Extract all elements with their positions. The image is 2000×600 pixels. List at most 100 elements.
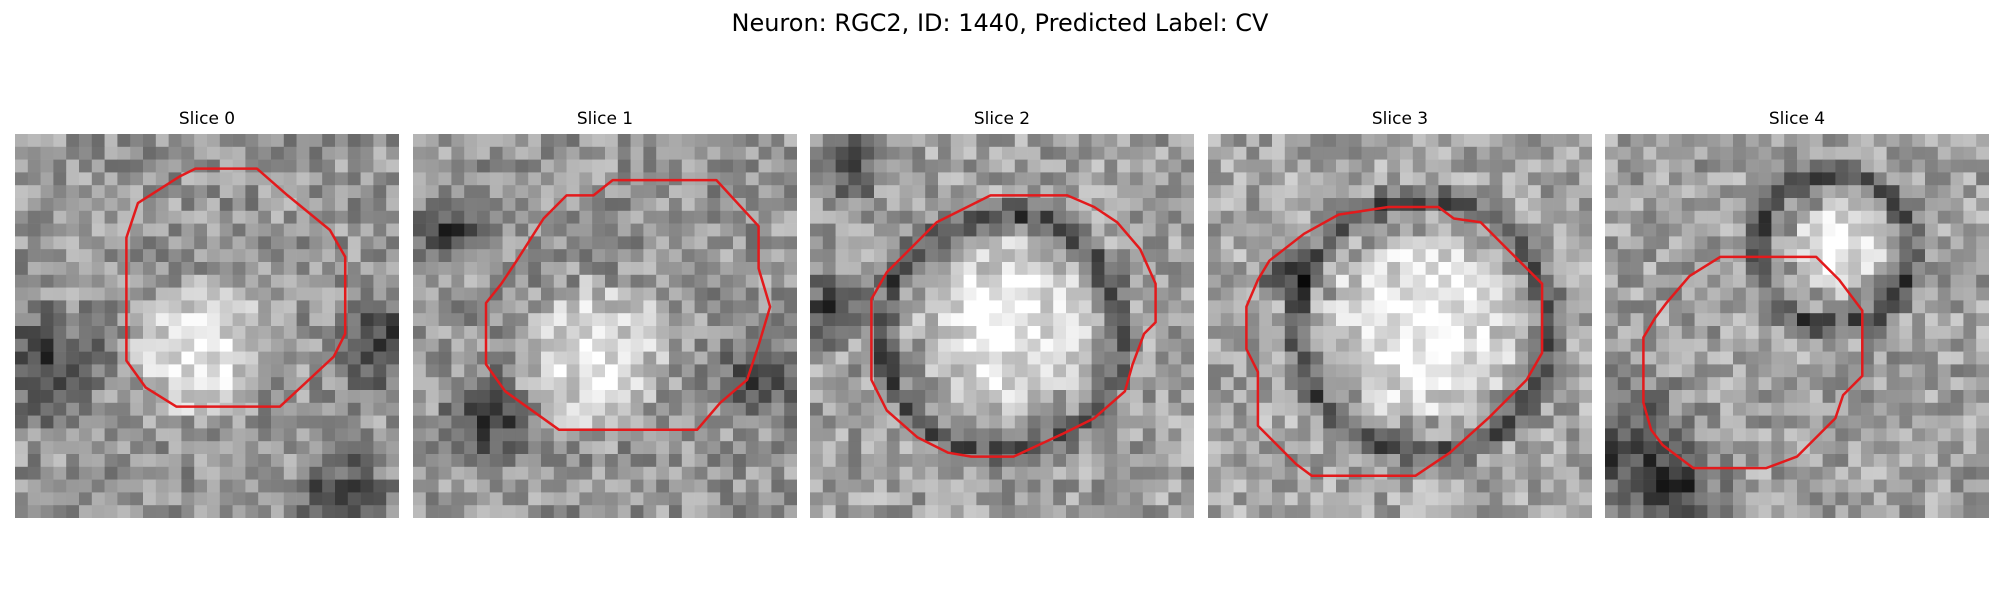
pixel-cell xyxy=(1797,287,1811,301)
pixel-cell xyxy=(1168,300,1182,314)
pixel-cell xyxy=(207,351,221,365)
pixel-cell xyxy=(1400,479,1414,493)
pixel-cell xyxy=(1617,454,1631,468)
pixel-cell xyxy=(1002,210,1016,224)
pixel-cell xyxy=(1707,146,1721,160)
pixel-cell xyxy=(541,441,555,455)
pixel-cell xyxy=(1027,210,1041,224)
pixel-cell xyxy=(1502,454,1516,468)
pixel-cell xyxy=(1053,249,1067,263)
pixel-cell xyxy=(168,223,182,237)
pixel-cell xyxy=(271,390,285,404)
pixel-cell xyxy=(784,338,797,352)
pixel-cell xyxy=(373,198,387,212)
pixel-cell xyxy=(1272,492,1286,506)
pixel-cell xyxy=(1553,159,1567,173)
pixel-cell xyxy=(1771,223,1785,237)
pixel-cell xyxy=(1886,146,1900,160)
pixel-cell xyxy=(373,249,387,263)
pixel-cell xyxy=(835,415,849,429)
pixel-cell xyxy=(861,454,875,468)
pixel-cell xyxy=(1566,236,1580,250)
pixel-cell xyxy=(745,492,759,506)
pixel-cell xyxy=(1745,146,1759,160)
pixel-cell xyxy=(283,479,297,493)
pixel-cell xyxy=(541,428,555,442)
pixel-cell xyxy=(886,326,900,340)
pixel-cell xyxy=(1451,236,1465,250)
pixel-cell xyxy=(1208,505,1222,518)
pixel-cell xyxy=(91,223,105,237)
pixel-cell xyxy=(1323,351,1337,365)
pixel-cell xyxy=(207,415,221,429)
pixel-cell xyxy=(27,415,41,429)
pixel-cell xyxy=(874,492,888,506)
pixel-cell xyxy=(771,300,785,314)
pixel-cell xyxy=(669,134,683,148)
pixel-cell xyxy=(1745,134,1759,148)
pixel-cell xyxy=(451,338,465,352)
pixel-cell xyxy=(451,146,465,160)
pixel-cell xyxy=(232,466,246,480)
pixel-cell xyxy=(1809,274,1823,288)
pixel-cell xyxy=(1489,249,1503,263)
pixel-cell xyxy=(155,198,169,212)
pixel-cell xyxy=(1630,390,1644,404)
pixel-cell xyxy=(810,479,824,493)
pixel-cell xyxy=(219,505,233,518)
pixel-cell xyxy=(1323,185,1337,199)
pixel-cell xyxy=(1181,172,1194,186)
pixel-cell xyxy=(1720,185,1734,199)
pixel-cell xyxy=(605,313,619,327)
pixel-cell xyxy=(1168,274,1182,288)
pixel-cell xyxy=(1540,338,1554,352)
pixel-cell xyxy=(1412,338,1426,352)
pixel-cell xyxy=(1950,249,1964,263)
pixel-cell xyxy=(66,402,80,416)
pixel-cell xyxy=(822,210,836,224)
pixel-cell xyxy=(1233,441,1247,455)
pixel-cell xyxy=(733,338,747,352)
pixel-cell xyxy=(1707,210,1721,224)
pixel-cell xyxy=(1937,146,1951,160)
pixel-cell xyxy=(283,159,297,173)
pixel-cell xyxy=(707,210,721,224)
pixel-cell xyxy=(425,326,439,340)
pixel-cell xyxy=(1720,326,1734,340)
pixel-cell xyxy=(1873,134,1887,148)
pixel-cell xyxy=(258,505,272,518)
pixel-cell xyxy=(694,287,708,301)
pixel-cell xyxy=(899,479,913,493)
pixel-cell xyxy=(1707,287,1721,301)
pixel-cell xyxy=(207,492,221,506)
pixel-cell xyxy=(181,249,195,263)
pixel-cell xyxy=(53,492,67,506)
pixel-cell xyxy=(515,185,529,199)
pixel-cell xyxy=(1976,466,1989,480)
pixel-cell xyxy=(1168,402,1182,416)
pixel-cell xyxy=(1451,390,1465,404)
pixel-cell xyxy=(989,377,1003,391)
pixel-cell xyxy=(15,262,29,276)
pixel-cell xyxy=(413,134,427,148)
pixel-cell xyxy=(822,159,836,173)
pixel-cell xyxy=(1976,262,1989,276)
pixel-cell xyxy=(1323,377,1337,391)
pixel-cell xyxy=(1002,287,1016,301)
pixel-cell xyxy=(1233,287,1247,301)
pixel-cell xyxy=(296,441,310,455)
pixel-cell xyxy=(1168,441,1182,455)
pixel-cell xyxy=(1797,185,1811,199)
pixel-cell xyxy=(1886,441,1900,455)
pixel-cell xyxy=(1899,402,1913,416)
pixel-cell xyxy=(413,479,427,493)
pixel-cell xyxy=(1387,415,1401,429)
pixel-cell xyxy=(874,313,888,327)
pixel-cell xyxy=(296,326,310,340)
pixel-cell xyxy=(1925,313,1939,327)
pixel-cell xyxy=(822,300,836,314)
pixel-cell xyxy=(835,134,849,148)
pixel-cell xyxy=(296,146,310,160)
pixel-cell xyxy=(1348,198,1362,212)
pixel-cell xyxy=(1797,274,1811,288)
